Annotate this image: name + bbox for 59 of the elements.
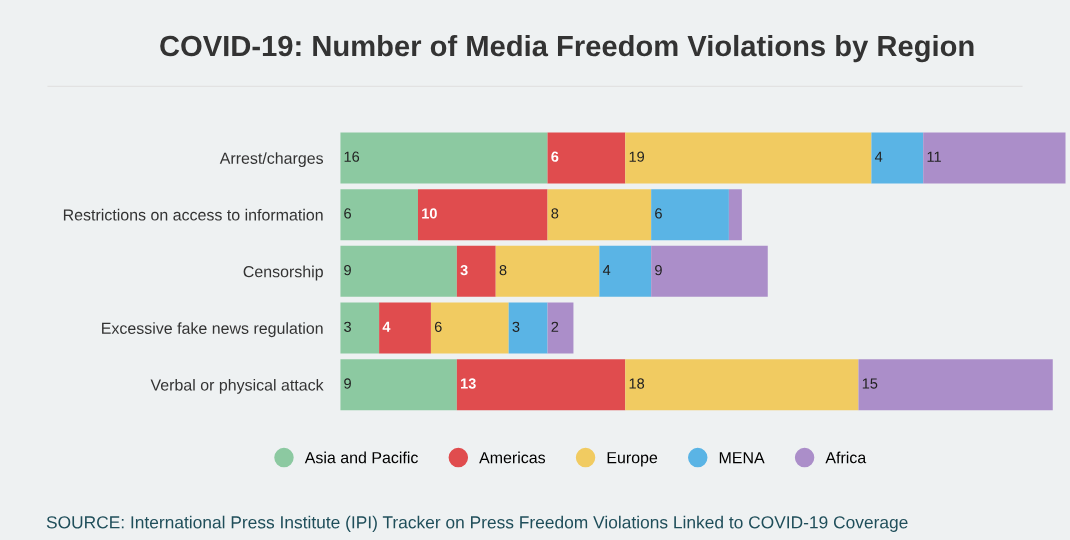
data-label: 4: [382, 321, 391, 332]
bar: [508, 302, 548, 354]
source-note: SOURCE: International Press Institute (IPI) Tracker on Press Freedom Violations Linked to COVID-19 Coverage: [46, 515, 908, 532]
legend-label: Europe: [607, 452, 658, 467]
bar: [728, 189, 742, 241]
data-label: 6: [551, 151, 559, 162]
bar: [340, 132, 548, 184]
bar: [379, 302, 431, 354]
data-label: 2: [551, 321, 559, 332]
bar: [340, 189, 418, 241]
bar: [430, 302, 509, 354]
legend-label: MENA: [719, 452, 765, 464]
y-tick-label: Restrictions on access to information: [63, 208, 323, 221]
bar: [340, 245, 457, 297]
data-label: 16: [344, 151, 360, 162]
data-label: 9: [655, 264, 662, 276]
bar: [923, 132, 1066, 184]
bar: [625, 132, 872, 184]
bar: [858, 359, 1053, 411]
y-tick-label: Censorship: [243, 265, 323, 281]
bar: [340, 302, 380, 354]
bar: [651, 189, 729, 241]
bar: [547, 132, 626, 184]
bar: [625, 359, 859, 411]
data-label: 6: [655, 208, 662, 219]
data-label: 3: [460, 264, 468, 276]
data-label: 13: [461, 378, 476, 389]
data-label: 8: [499, 264, 507, 276]
data-label: 6: [434, 321, 442, 332]
chart-title: COVID-19: Number of Media Freedom Violations by Region: [160, 34, 974, 63]
data-label: 8: [551, 208, 559, 219]
y-tick-label: Arrest/charges: [219, 152, 324, 168]
legend-label: Americas: [479, 451, 546, 464]
bar: [456, 245, 496, 297]
bar: [547, 302, 574, 354]
data-label: 3: [512, 321, 520, 332]
bar: [651, 245, 768, 297]
bar: [340, 359, 457, 411]
data-label: 4: [874, 151, 883, 162]
bar: [456, 359, 626, 411]
y-tick-label: Verbal or physical attack: [150, 378, 324, 394]
data-label: 15: [862, 378, 878, 389]
legend-label: Africa: [825, 451, 867, 464]
data-label: 19: [629, 151, 645, 162]
bar: [495, 245, 600, 297]
data-label: 3: [344, 321, 351, 332]
data-label: 4: [602, 265, 611, 276]
bar: [599, 245, 652, 297]
y-tick-label: Excessive fake news regulation: [102, 322, 323, 338]
bar: [417, 189, 548, 241]
data-label: 9: [344, 378, 351, 389]
data-label: 9: [344, 264, 351, 276]
data-label: 10: [422, 208, 437, 219]
legend-label: Asia and Pacific: [304, 451, 418, 464]
data-label: 6: [344, 208, 351, 219]
bar: [871, 132, 924, 184]
data-label: 11: [927, 151, 941, 162]
data-label: 18: [629, 378, 645, 389]
bar: [547, 189, 652, 241]
